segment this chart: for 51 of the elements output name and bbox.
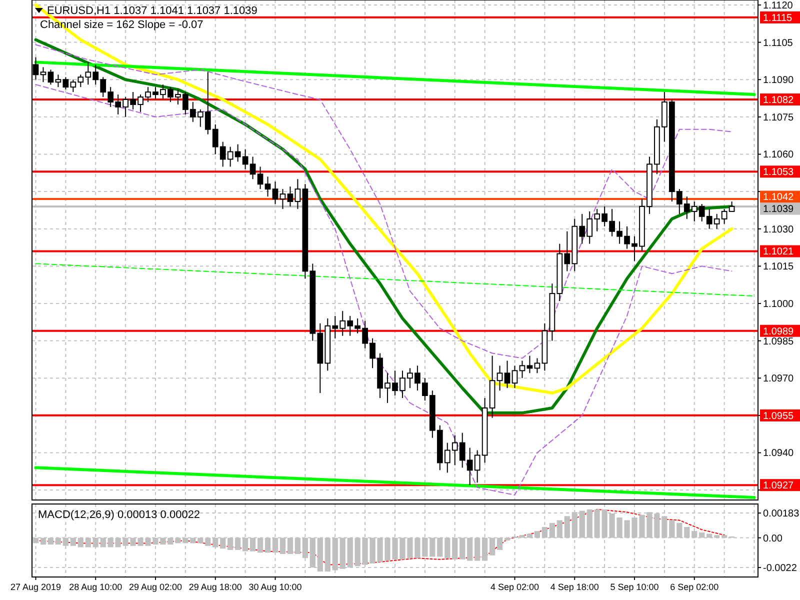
x-tick-label: 29 Aug 18:00 — [188, 582, 242, 592]
x-tick-label: 5 Sep 10:00 — [610, 582, 659, 592]
y-tick-label: 1.1015 — [763, 262, 794, 273]
candlestick — [257, 166, 264, 190]
x-tick-label: 6 Sep 02:00 — [670, 582, 719, 592]
x-tick-label: 4 Sep 18:00 — [550, 582, 599, 592]
ref-line-label: 1.0927 — [763, 480, 794, 492]
candlestick — [294, 178, 301, 210]
ref-line-label: 1.0989 — [763, 326, 794, 338]
candlestick — [280, 188, 286, 210]
y-tick-label: -0.0022 — [763, 563, 798, 574]
ref-line-label: 1.1042 — [763, 192, 794, 204]
y-tick-label: 0.00 — [763, 533, 783, 544]
y-tick-label: 1.1000 — [763, 298, 794, 310]
y-tick-label: 1.1120 — [763, 0, 794, 12]
ref-line-label: 1.1053 — [763, 167, 794, 178]
candlestick — [496, 365, 503, 392]
y-tick-label: 1.0940 — [763, 448, 794, 460]
candlestick — [264, 176, 271, 198]
ref-line-label: 1.1082 — [763, 95, 794, 106]
ref-line-label: 1.1115 — [763, 12, 793, 24]
line-series — [35, 84, 732, 496]
candlestick — [250, 156, 256, 180]
x-tick-label: 4 Sep 02:00 — [490, 582, 540, 592]
candlestick — [526, 355, 533, 374]
y-tick-label: 1.0970 — [763, 374, 794, 385]
candlestick — [287, 186, 294, 207]
candlestick — [512, 365, 518, 389]
y-tick-label: 1.1060 — [763, 150, 794, 161]
y-tick-label: 1.0985 — [763, 336, 794, 348]
ref-line-label: 1.0955 — [763, 410, 794, 422]
x-tick-label: 29 Aug 02:00 — [128, 582, 182, 592]
y-tick-label: 1.1075 — [763, 112, 794, 124]
y-tick-label: 0.00183 — [763, 508, 800, 520]
ref-line-label: 1.1021 — [763, 246, 794, 258]
candlestick — [48, 69, 54, 86]
line-series — [35, 44, 732, 359]
candlestick — [519, 360, 526, 379]
y-tick-label: 1.1090 — [763, 75, 794, 86]
x-tick-label: 30 Aug 10:00 — [248, 582, 302, 592]
x-tick-label: 28 Aug 10:00 — [69, 582, 122, 592]
candlestick — [534, 358, 540, 374]
chart-title: EURUSD,H1 1.1037 1.1041 1.1037 1.1039 — [47, 5, 258, 17]
candlestick — [40, 66, 46, 83]
candlestick — [272, 181, 278, 204]
candlestick — [504, 360, 510, 389]
x-tick-label: 27 Aug 2019 — [10, 582, 62, 592]
ref-line-label: 1.1039 — [763, 204, 794, 216]
y-tick-label: 1.1030 — [763, 224, 794, 236]
text: MACD(12,26,9) 0.00013 0.00022 — [38, 509, 200, 521]
y-tick-label: 1.1105 — [763, 38, 794, 49]
